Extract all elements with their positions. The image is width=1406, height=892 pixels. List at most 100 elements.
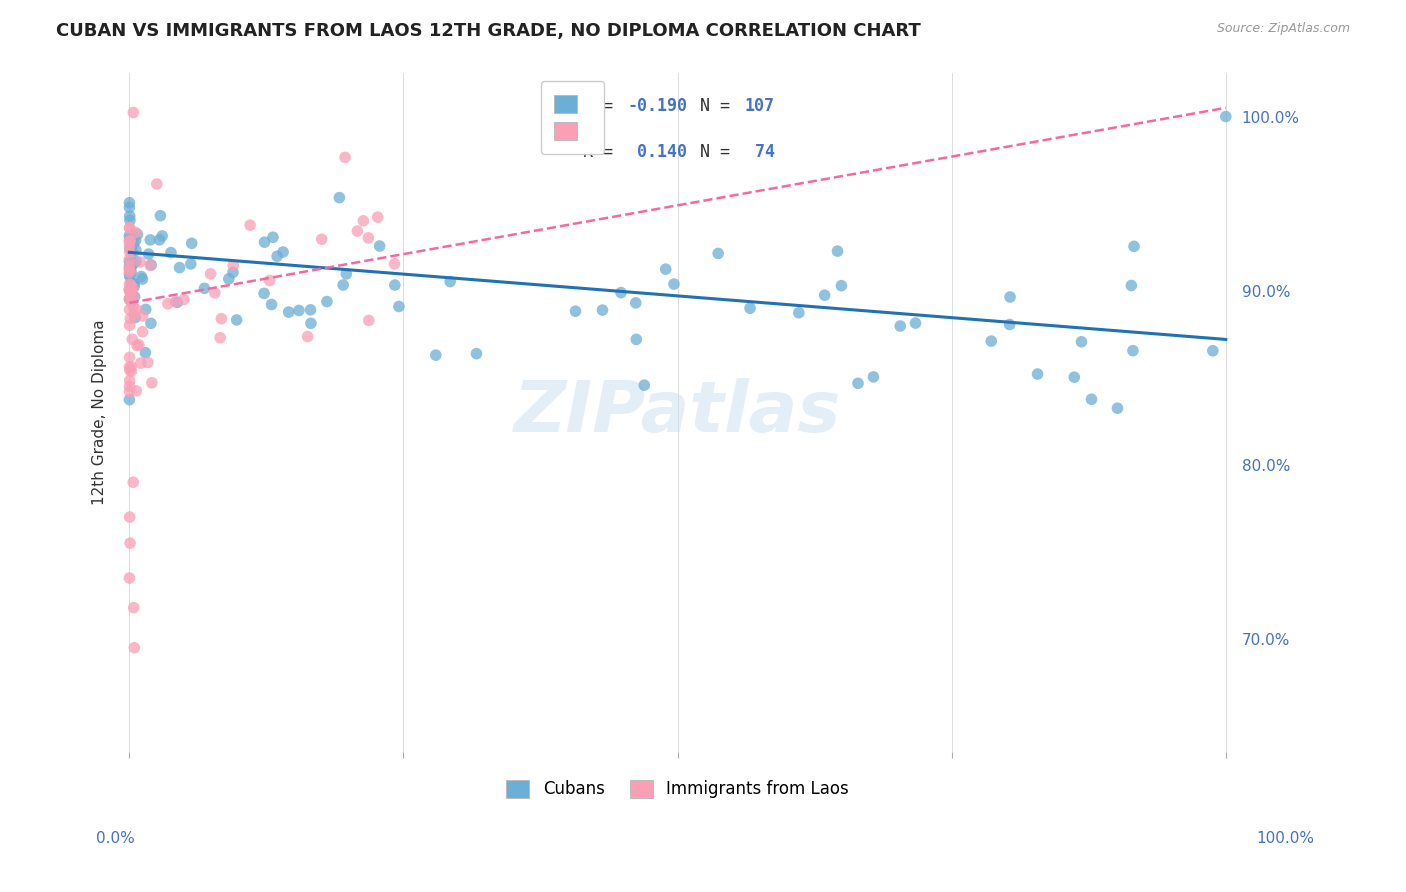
Point	[139, 233, 162, 247]
Point	[125, 338, 148, 352]
Point	[118, 252, 141, 267]
Point	[156, 297, 179, 311]
Point	[125, 384, 148, 398]
Point	[118, 235, 141, 249]
Text: 74: 74	[745, 143, 775, 161]
Point	[124, 290, 146, 304]
Point	[830, 278, 852, 293]
Point	[222, 258, 245, 272]
Point	[118, 283, 141, 297]
Point	[998, 290, 1021, 304]
Text: 0.0%: 0.0%	[96, 831, 135, 846]
Point	[124, 310, 146, 325]
Point	[118, 269, 141, 284]
Point	[122, 600, 145, 615]
Point	[328, 191, 350, 205]
Point	[134, 345, 156, 359]
Point	[118, 285, 141, 299]
Point	[118, 256, 141, 270]
Point	[125, 254, 148, 268]
Point	[253, 235, 276, 249]
Point	[626, 332, 648, 346]
Point	[165, 294, 187, 309]
Point	[129, 255, 152, 269]
Point	[299, 302, 322, 317]
Point	[193, 281, 215, 295]
Point	[335, 267, 357, 281]
Point	[180, 257, 202, 271]
Point	[357, 313, 380, 327]
Point	[118, 259, 141, 273]
Point	[862, 370, 884, 384]
Point	[592, 303, 614, 318]
Point	[121, 258, 143, 272]
Point	[1070, 334, 1092, 349]
Point	[135, 302, 157, 317]
Point	[204, 285, 226, 300]
Text: -0.190: -0.190	[627, 96, 688, 115]
Point	[980, 334, 1002, 348]
Point	[138, 247, 160, 261]
Point	[218, 272, 240, 286]
Point	[122, 299, 145, 313]
Point	[121, 277, 143, 291]
Point	[173, 293, 195, 307]
Point	[352, 214, 374, 228]
Text: ZIPatlas: ZIPatlas	[515, 378, 841, 447]
Point	[357, 231, 380, 245]
Point	[200, 267, 222, 281]
Point	[368, 239, 391, 253]
Point	[122, 289, 145, 303]
Point	[118, 351, 141, 365]
Point	[209, 331, 232, 345]
Point	[118, 360, 141, 375]
Point	[122, 281, 145, 295]
Point	[120, 536, 142, 550]
Point	[118, 209, 141, 223]
Point	[814, 288, 837, 302]
Point	[122, 256, 145, 270]
Point	[624, 296, 647, 310]
Point	[425, 348, 447, 362]
Point	[160, 245, 183, 260]
Point	[120, 233, 142, 247]
Point	[118, 238, 141, 252]
Point	[141, 376, 163, 390]
Point	[332, 278, 354, 293]
Point	[139, 258, 162, 272]
Point	[827, 244, 849, 259]
Point	[904, 316, 927, 330]
Point	[118, 195, 141, 210]
Point	[1202, 343, 1225, 358]
Point	[122, 279, 145, 293]
Point	[118, 571, 141, 585]
Point	[333, 150, 356, 164]
Point	[180, 236, 202, 251]
Point	[1215, 110, 1237, 124]
Point	[148, 233, 170, 247]
Point	[129, 269, 152, 284]
Point	[124, 226, 146, 240]
Point	[262, 230, 284, 244]
Point	[118, 221, 141, 235]
Point	[259, 273, 281, 287]
Point	[118, 374, 141, 388]
Point	[1063, 370, 1085, 384]
Point	[120, 277, 142, 292]
Point	[118, 234, 141, 248]
Point	[707, 246, 730, 260]
Point	[118, 213, 141, 227]
Point	[1107, 401, 1129, 416]
Point	[118, 277, 141, 291]
Point	[120, 265, 142, 279]
Text: 0.140: 0.140	[627, 143, 688, 161]
Point	[118, 293, 141, 307]
Point	[121, 289, 143, 303]
Point	[118, 232, 141, 246]
Point	[120, 260, 142, 274]
Point	[118, 242, 141, 256]
Point	[346, 224, 368, 238]
Point	[998, 318, 1021, 332]
Point	[120, 359, 142, 374]
Point	[120, 235, 142, 249]
